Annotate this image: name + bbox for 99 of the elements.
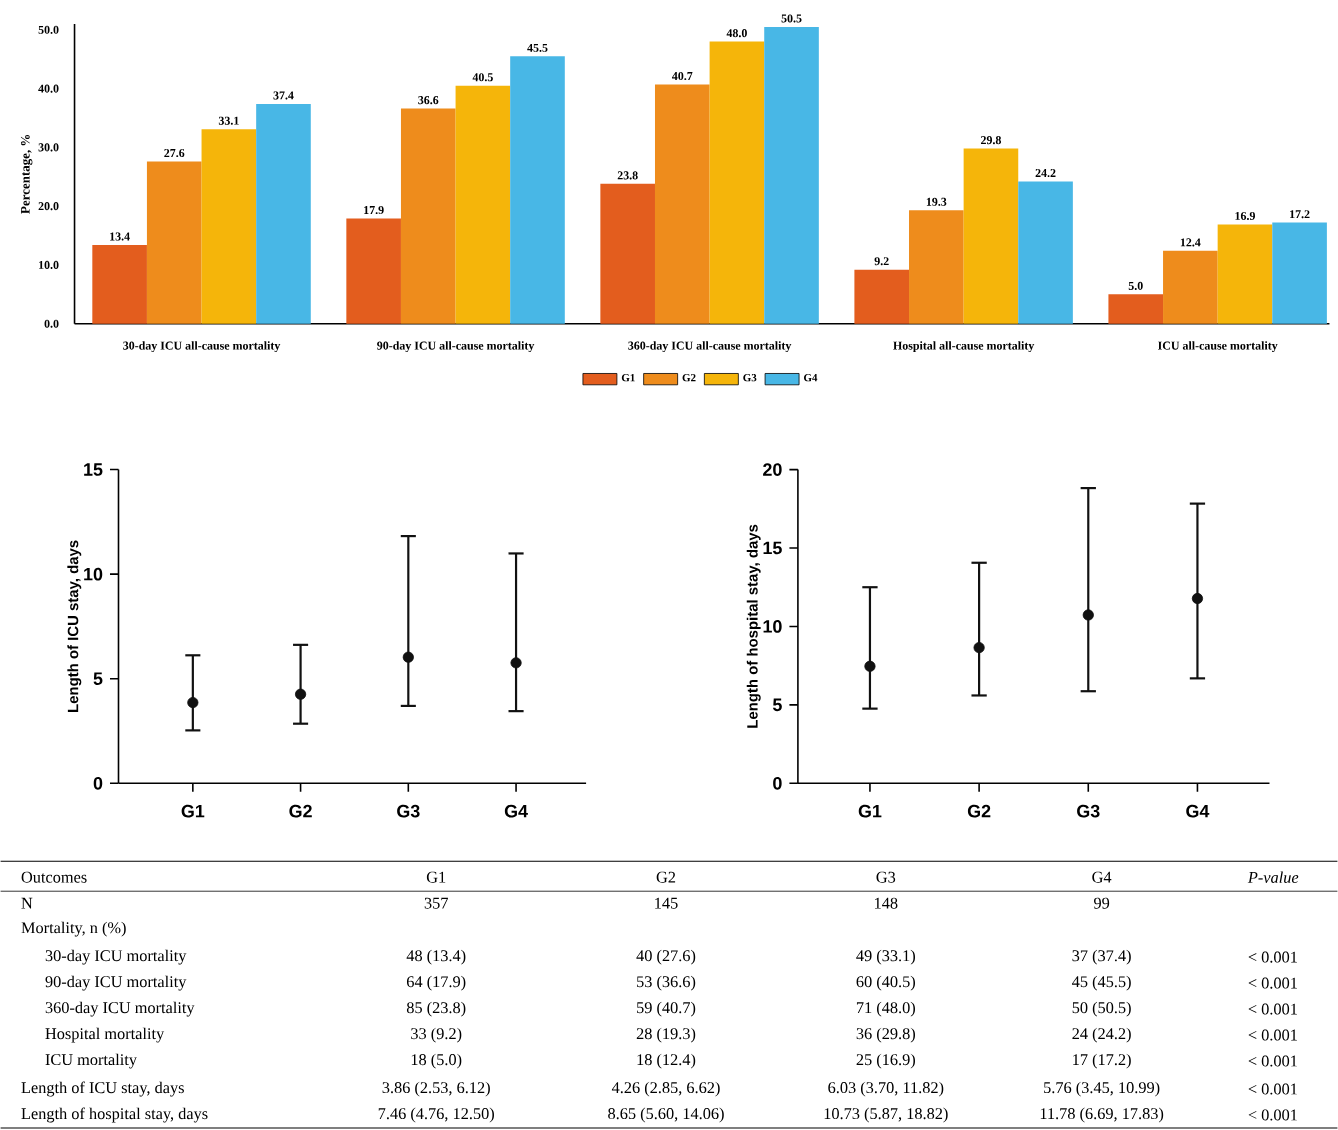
category-label: Length of hospital stay, days (21, 1108, 208, 1124)
category-label: 30-day ICU mortality (45, 950, 187, 966)
bar (654, 85, 710, 325)
text: 40 (27.6) (636, 950, 696, 966)
text: 145 (655, 898, 678, 910)
text: 24 (24.2) (1072, 1028, 1131, 1043)
text: 64 (17.9) (406, 976, 466, 992)
text: 8.65 (5.60, 14.06) (608, 1108, 724, 1123)
category-label: Hospital mortality (45, 1028, 165, 1044)
text: 10.73 (5.87, 18.82) (824, 1108, 948, 1123)
y-tick-label: 0 (93, 777, 103, 791)
text: 25 (16.9) (856, 1054, 915, 1069)
point (864, 661, 876, 673)
category-label: G2 (656, 872, 676, 884)
y-tick-label: 10 (763, 620, 782, 634)
x-tick-label: G4 (504, 805, 528, 818)
bar (709, 42, 765, 325)
y-tick-label: 15 (763, 542, 782, 555)
y-tick-label: 20 (763, 463, 782, 477)
bar (1108, 294, 1164, 325)
text: 5.76 (3.45, 10.99) (1044, 1082, 1160, 1097)
bar (400, 109, 456, 325)
bar (600, 184, 655, 325)
point (510, 657, 522, 669)
bar (1272, 223, 1327, 325)
x-tick-label: G2 (289, 805, 312, 818)
text: < 0.001 (1248, 1004, 1297, 1016)
category-label: Length of ICU stay, days (21, 1082, 184, 1098)
bar (854, 270, 910, 325)
category-label: P-value (1247, 871, 1299, 884)
bar (146, 162, 202, 325)
text: 357 (424, 898, 448, 910)
bar (963, 149, 1019, 325)
text: < 0.001 (1248, 1109, 1297, 1122)
category-label: Outcomes (21, 872, 87, 884)
text: 18 (12.4) (637, 1054, 696, 1069)
text: 3.86 (2.53, 6.12) (382, 1082, 490, 1097)
text: 50 (50.5) (1072, 1002, 1131, 1017)
bar (346, 219, 401, 325)
text: 28 (19.3) (636, 1028, 696, 1043)
x-tick-label: G1 (181, 805, 205, 818)
text: 37 (37.4) (1072, 950, 1131, 966)
x-tick-label: G2 (967, 805, 991, 818)
text: < 0.001 (1248, 1030, 1297, 1042)
text: 60 (40.5) (856, 976, 915, 992)
x-tick-label: G3 (1077, 805, 1100, 818)
text: 48 (13.4) (406, 950, 466, 966)
bar (201, 129, 257, 325)
y-tick-label: 10 (84, 568, 103, 582)
x-tick-label: G4 (1186, 805, 1210, 818)
category-label: G4 (1092, 872, 1112, 884)
text: < 0.001 (1248, 952, 1297, 964)
point (1191, 593, 1204, 605)
text: 53 (36.6) (637, 976, 696, 992)
point (187, 697, 199, 709)
bar (1018, 181, 1073, 325)
point (973, 642, 985, 654)
text: 71 (48.0) (856, 1002, 915, 1017)
text: 6.03 (3.70, 11.82) (828, 1082, 944, 1097)
bar (1163, 251, 1218, 325)
point (402, 652, 414, 664)
y-tick-label: 15 (84, 463, 103, 477)
text: 45 (45.5) (1072, 976, 1131, 992)
category-label: Mortality, n (%) (21, 922, 126, 938)
bar (455, 86, 511, 325)
y-tick-label: 5 (772, 699, 782, 712)
text: 36 (29.8) (856, 1028, 915, 1043)
x-tick-label: G1 (858, 805, 882, 818)
text: 4.26 (2.85, 6.62) (611, 1082, 720, 1097)
text: 18 (5.0) (411, 1054, 462, 1069)
category-label: 360-day ICU mortality (45, 1002, 195, 1018)
category-label: G3 (876, 872, 896, 884)
text: 11.78 (6.69, 17.83) (1040, 1108, 1164, 1123)
bar (909, 210, 964, 325)
point (295, 689, 307, 701)
text: 148 (875, 898, 898, 910)
bar (92, 245, 147, 325)
category-label: N (21, 898, 33, 910)
x-tick-label: G3 (397, 805, 420, 818)
category-label: G1 (426, 872, 446, 884)
bar (510, 56, 565, 325)
bar (256, 104, 311, 325)
text: 17 (17.2) (1073, 1054, 1131, 1069)
bar (764, 27, 819, 325)
text: 59 (40.7) (637, 1002, 696, 1017)
point (1082, 609, 1094, 622)
text: 33 (9.2) (411, 1028, 462, 1043)
text: < 0.001 (1248, 1083, 1297, 1096)
bar (1217, 224, 1273, 325)
text: 99 (1093, 898, 1110, 910)
text: < 0.001 (1248, 978, 1297, 990)
y-tick-label: 5 (93, 672, 103, 686)
text: 7.46 (4.76, 12.50) (378, 1108, 494, 1123)
text: < 0.001 (1248, 1056, 1297, 1068)
category-label: ICU mortality (45, 1054, 137, 1069)
text: 49 (33.1) (856, 950, 915, 966)
category-label: 90-day ICU mortality (45, 976, 187, 992)
text: 85 (23.8) (406, 1002, 466, 1017)
y-tick-label: 0 (773, 777, 782, 791)
